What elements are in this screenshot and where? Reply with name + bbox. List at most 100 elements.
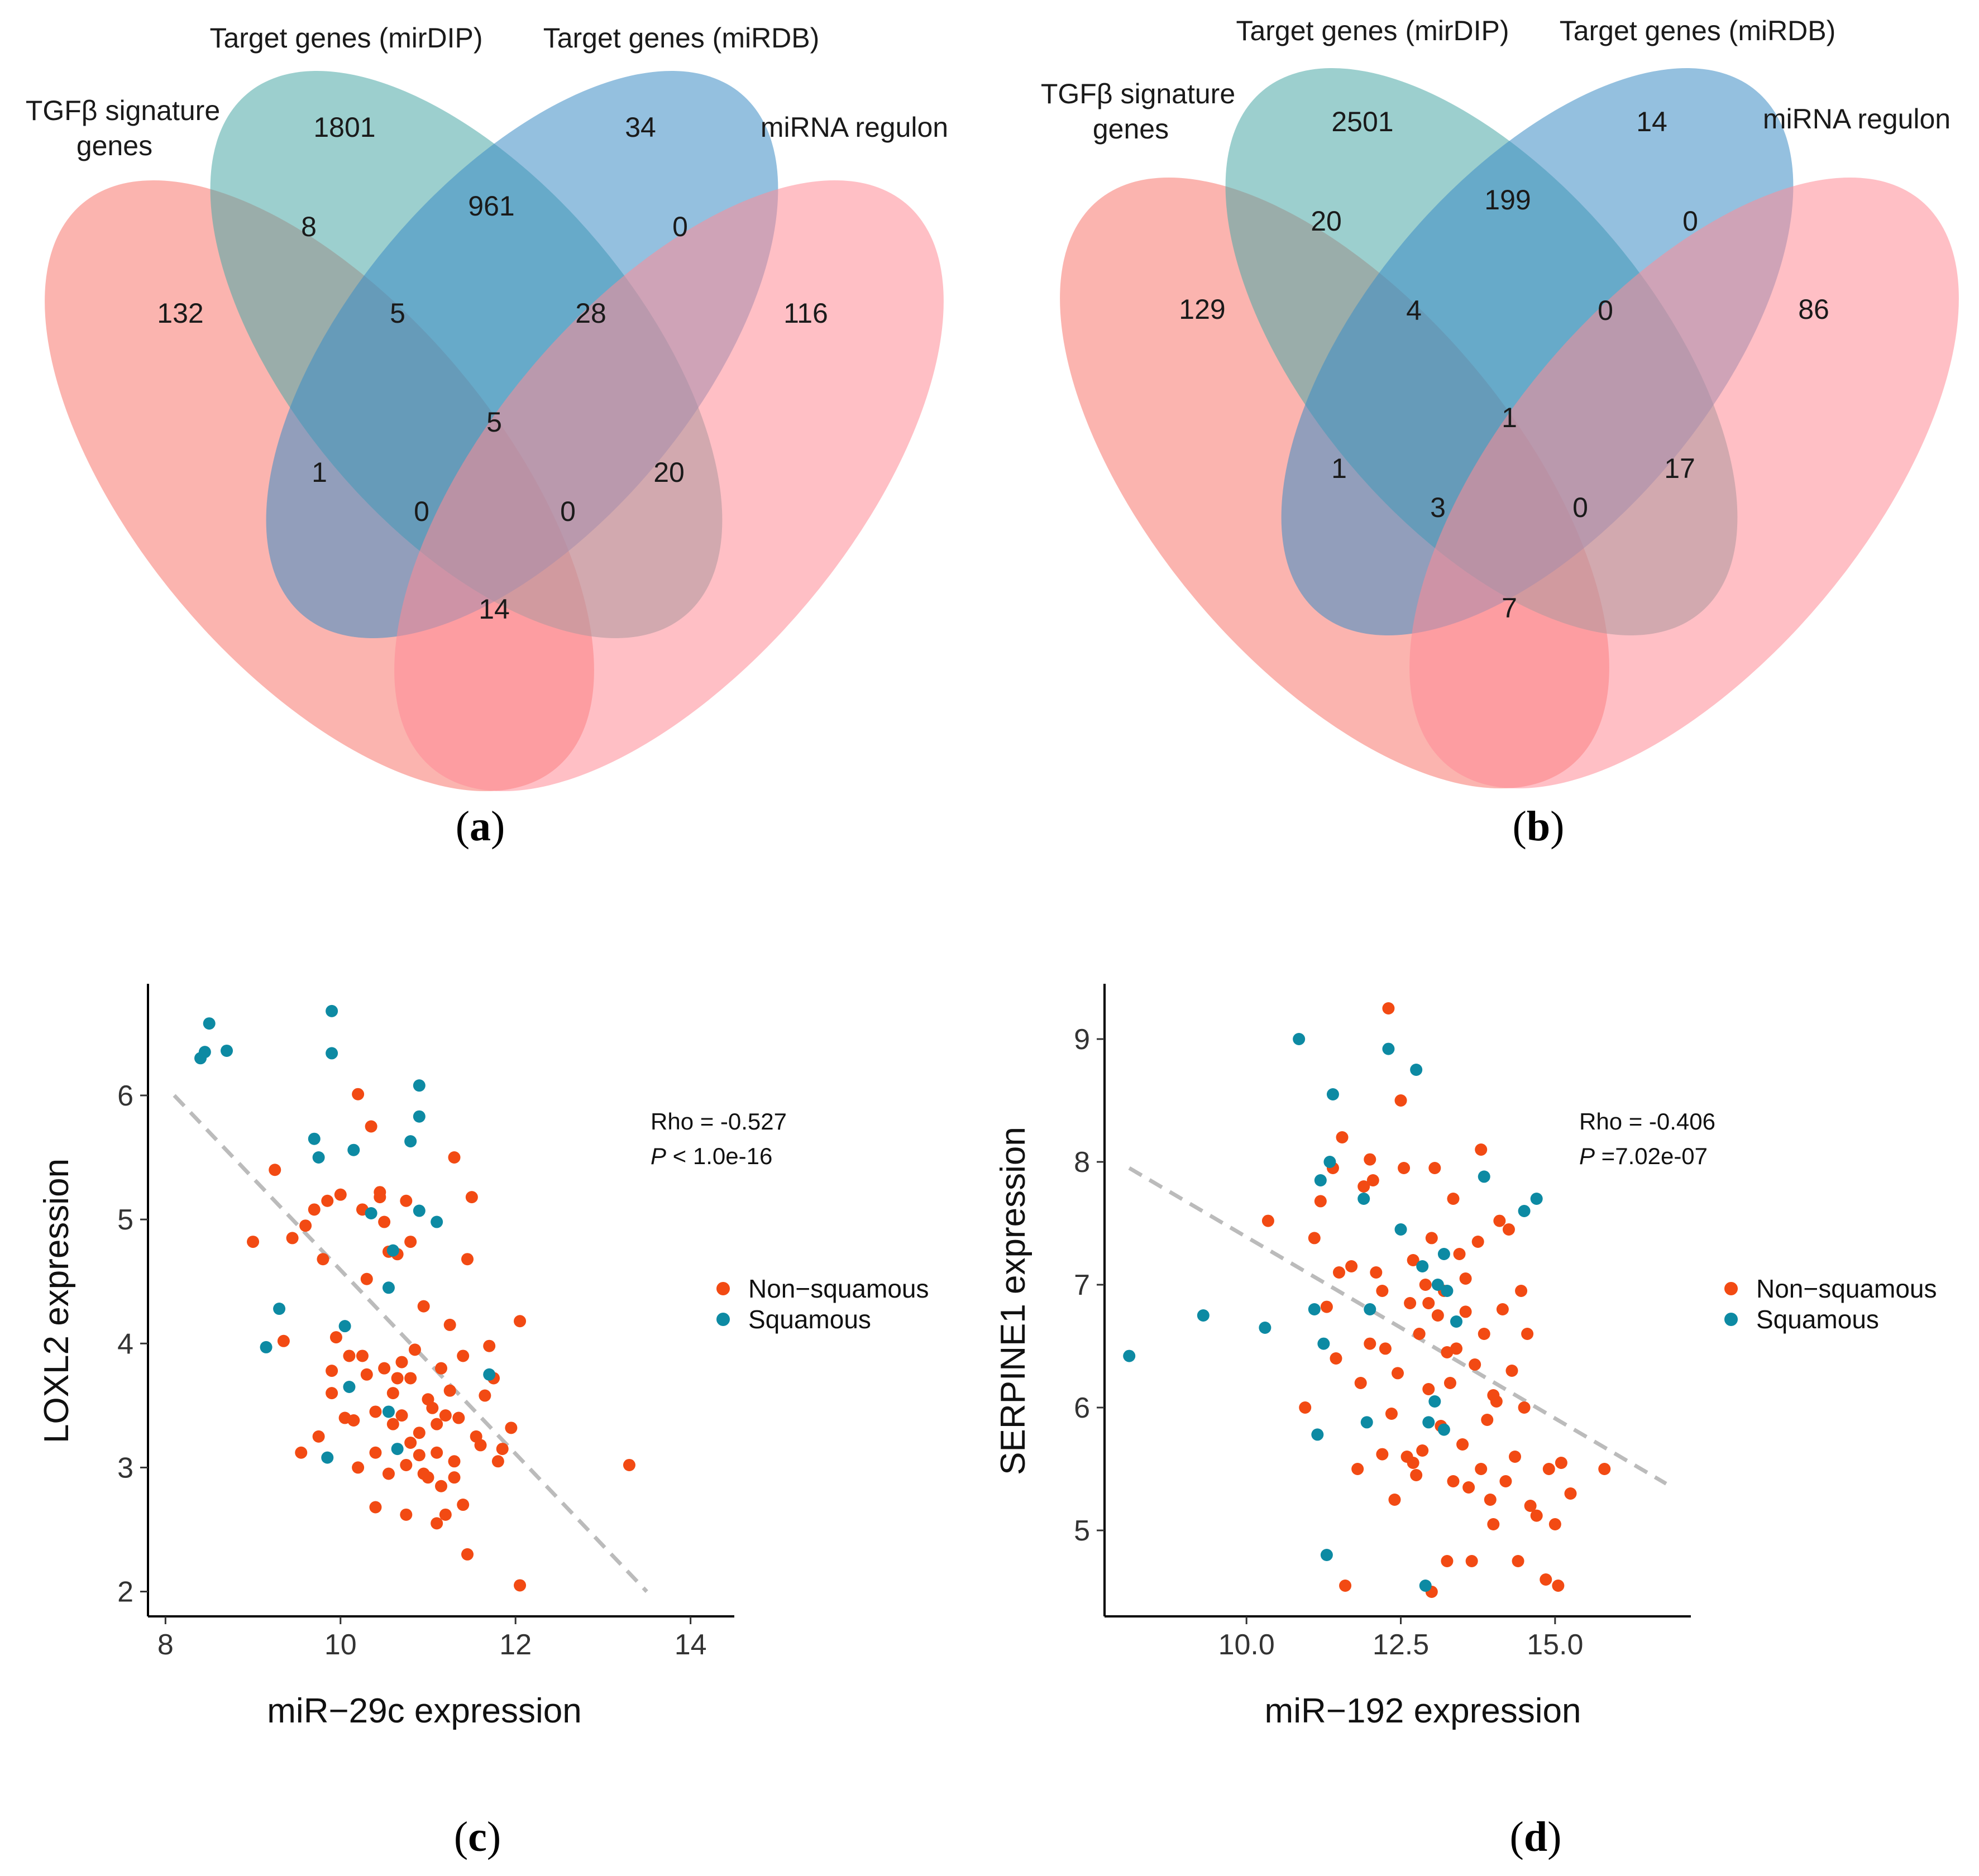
point-non-squamous	[514, 1315, 527, 1328]
point-squamous	[431, 1215, 443, 1228]
point-non-squamous	[329, 1331, 342, 1344]
point-squamous	[1197, 1309, 1210, 1322]
legend-key-non-squamous	[1724, 1282, 1738, 1295]
stat-rho: Rho = -0.527	[651, 1108, 787, 1135]
y-axis-title: SERPINE1 expression	[994, 1127, 1032, 1475]
point-squamous	[413, 1204, 426, 1217]
y-tick-label: 4	[117, 1328, 133, 1360]
venn-counts: 132 1801 34 116 8 961 0 5 28 5 1 20 0 0 …	[157, 112, 828, 625]
point-non-squamous	[1453, 1248, 1466, 1260]
point-non-squamous	[404, 1436, 417, 1449]
point-non-squamous	[1379, 1342, 1392, 1355]
point-non-squamous	[448, 1455, 461, 1468]
point-non-squamous	[365, 1120, 377, 1133]
point-squamous	[382, 1281, 395, 1294]
point-non-squamous	[439, 1409, 452, 1422]
point-squamous	[386, 1244, 399, 1257]
point-squamous	[1320, 1549, 1333, 1561]
point-non-squamous	[299, 1219, 312, 1232]
count-BD: 17	[1664, 453, 1695, 484]
y-tick-label: 5	[1074, 1515, 1090, 1547]
point-non-squamous	[417, 1300, 430, 1313]
point-non-squamous	[413, 1449, 426, 1462]
point-squamous	[365, 1207, 377, 1219]
y-tick-label: 8	[1074, 1146, 1090, 1179]
point-non-squamous	[404, 1236, 417, 1248]
legend: Non−squamous Squamous	[1724, 1274, 1937, 1334]
panel-label-a: (a)	[456, 803, 505, 850]
point-non-squamous	[247, 1236, 260, 1248]
point-non-squamous	[295, 1446, 308, 1459]
count-ABC: 4	[1406, 295, 1422, 326]
count-ABD: 0	[560, 496, 576, 527]
point-non-squamous	[343, 1349, 356, 1362]
point-squamous	[347, 1143, 360, 1156]
point-squamous	[404, 1135, 417, 1148]
y-axis-title: LOXL2 expression	[37, 1159, 76, 1443]
point-non-squamous	[1496, 1303, 1509, 1315]
point-non-squamous	[369, 1501, 382, 1514]
y-tick-label: 6	[117, 1080, 133, 1112]
point-non-squamous	[1382, 1002, 1395, 1014]
point-squamous	[321, 1451, 334, 1464]
point-non-squamous	[317, 1253, 329, 1266]
point-non-squamous	[1459, 1305, 1472, 1318]
point-non-squamous	[452, 1411, 465, 1424]
point-squamous	[1311, 1428, 1324, 1441]
point-non-squamous	[1404, 1297, 1417, 1309]
point-non-squamous	[1456, 1438, 1469, 1451]
y-tick-label: 5	[117, 1204, 133, 1236]
count-A: 129	[1179, 294, 1225, 325]
point-non-squamous	[1469, 1358, 1481, 1371]
point-non-squamous	[1512, 1555, 1524, 1567]
count-BCD: 0	[1598, 295, 1613, 326]
count-ACD: 3	[1430, 492, 1446, 523]
point-non-squamous	[1462, 1481, 1475, 1494]
point-non-squamous	[1320, 1300, 1333, 1313]
x-tick-label: 15.0	[1527, 1629, 1583, 1661]
point-squamous	[326, 1004, 338, 1017]
point-non-squamous	[496, 1443, 509, 1456]
point-non-squamous	[474, 1439, 487, 1452]
point-non-squamous	[431, 1418, 443, 1430]
x-tick-label: 12.5	[1373, 1629, 1429, 1661]
point-non-squamous	[623, 1458, 635, 1471]
set-label-mirdb: Target genes (miRDB)	[1560, 15, 1836, 46]
point-non-squamous	[448, 1151, 461, 1164]
y-tick-label: 9	[1074, 1023, 1090, 1056]
point-non-squamous	[321, 1194, 334, 1207]
point-non-squamous	[1354, 1377, 1367, 1389]
stat-p: P =7.02e-07	[1579, 1143, 1708, 1169]
point-squamous	[1323, 1156, 1336, 1168]
point-non-squamous	[1336, 1131, 1349, 1143]
count-D: 116	[783, 298, 828, 329]
point-non-squamous	[404, 1372, 417, 1385]
point-non-squamous	[1484, 1494, 1497, 1506]
x-tick-label: 8	[157, 1629, 174, 1661]
point-non-squamous	[1428, 1162, 1441, 1174]
scatter-plot-c: 8 10 12 14 2 3 4 5 6 miR−29c expression LOXL2 ex…	[37, 984, 929, 1730]
point-non-squamous	[1509, 1451, 1521, 1463]
count-AC: 1	[1331, 453, 1347, 484]
stat-p: P < 1.0e-16	[651, 1143, 772, 1169]
point-squamous	[382, 1405, 395, 1418]
point-non-squamous	[1431, 1309, 1444, 1322]
point-squamous	[1416, 1260, 1429, 1272]
point-non-squamous	[369, 1405, 382, 1418]
data-points	[1123, 1002, 1611, 1598]
point-non-squamous	[1364, 1337, 1376, 1350]
point-non-squamous	[352, 1461, 365, 1474]
point-non-squamous	[1407, 1254, 1419, 1266]
point-non-squamous	[1524, 1500, 1537, 1512]
point-non-squamous	[391, 1372, 404, 1385]
point-squamous	[1419, 1580, 1432, 1592]
set-label-tgfb: TGFβ signature	[1041, 78, 1235, 109]
legend-label-non-squamous: Non−squamous	[1756, 1274, 1937, 1303]
point-non-squamous	[491, 1455, 504, 1468]
point-non-squamous	[1425, 1232, 1438, 1245]
set-label-tgfb: TGFβ signature	[26, 95, 220, 126]
point-non-squamous	[1548, 1518, 1561, 1530]
set-label-mirdip: Target genes (mirDIP)	[209, 22, 482, 54]
point-squamous	[1259, 1322, 1271, 1334]
point-non-squamous	[1450, 1342, 1462, 1355]
